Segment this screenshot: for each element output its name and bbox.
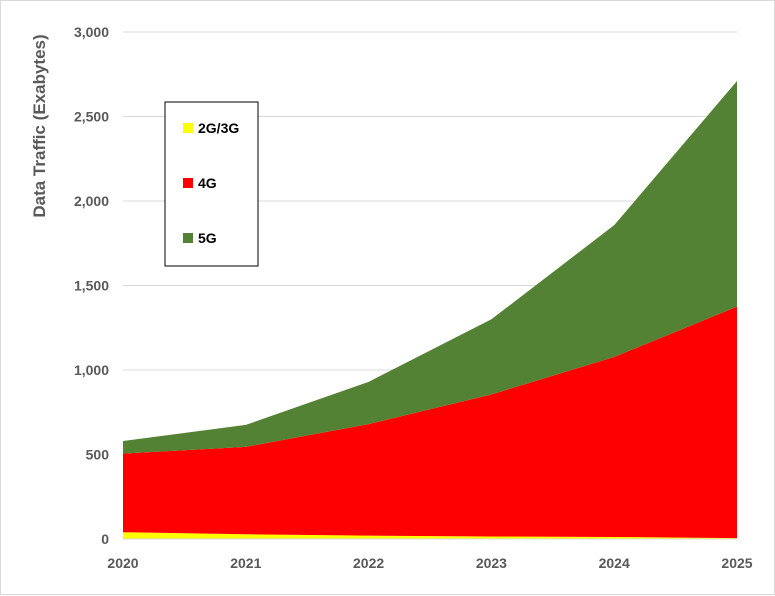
area-series [123,81,737,539]
y-tick-label: 1,000 [74,362,109,378]
legend-label: 4G [198,175,217,191]
y-tick-label: 500 [86,447,110,463]
y-axis: 0 500 1,000 1,500 2,000 2,500 3,000 [74,24,109,547]
x-tick-label: 2023 [476,555,507,571]
y-tick-label: 2,500 [74,109,109,125]
x-tick-label: 2020 [107,555,138,571]
x-tick-label: 2021 [230,555,261,571]
legend-swatch [183,178,193,188]
area-5g [123,81,737,454]
legend-label: 2G/3G [198,120,239,136]
area-2g-3g [123,532,737,539]
legend-box [164,101,259,267]
y-tick-label: 2,000 [74,193,109,209]
area-4g [123,306,737,539]
legend-swatch [183,233,193,243]
y-axis-label: Data Traffic (Exabytes) [30,34,49,217]
x-tick-label: 2022 [353,555,384,571]
x-axis: 2020 2021 2022 2023 2024 2025 [107,538,753,571]
legend-swatch [183,123,193,133]
x-tick-label: 2024 [599,555,630,571]
y-tick-label: 0 [101,531,109,547]
legend: 2G/3G 4G 5G [164,101,259,267]
legend-label: 5G [198,230,217,246]
x-tick-label: 2025 [721,555,752,571]
y-tick-label: 3,000 [74,24,109,40]
y-tick-label: 1,500 [74,278,109,294]
